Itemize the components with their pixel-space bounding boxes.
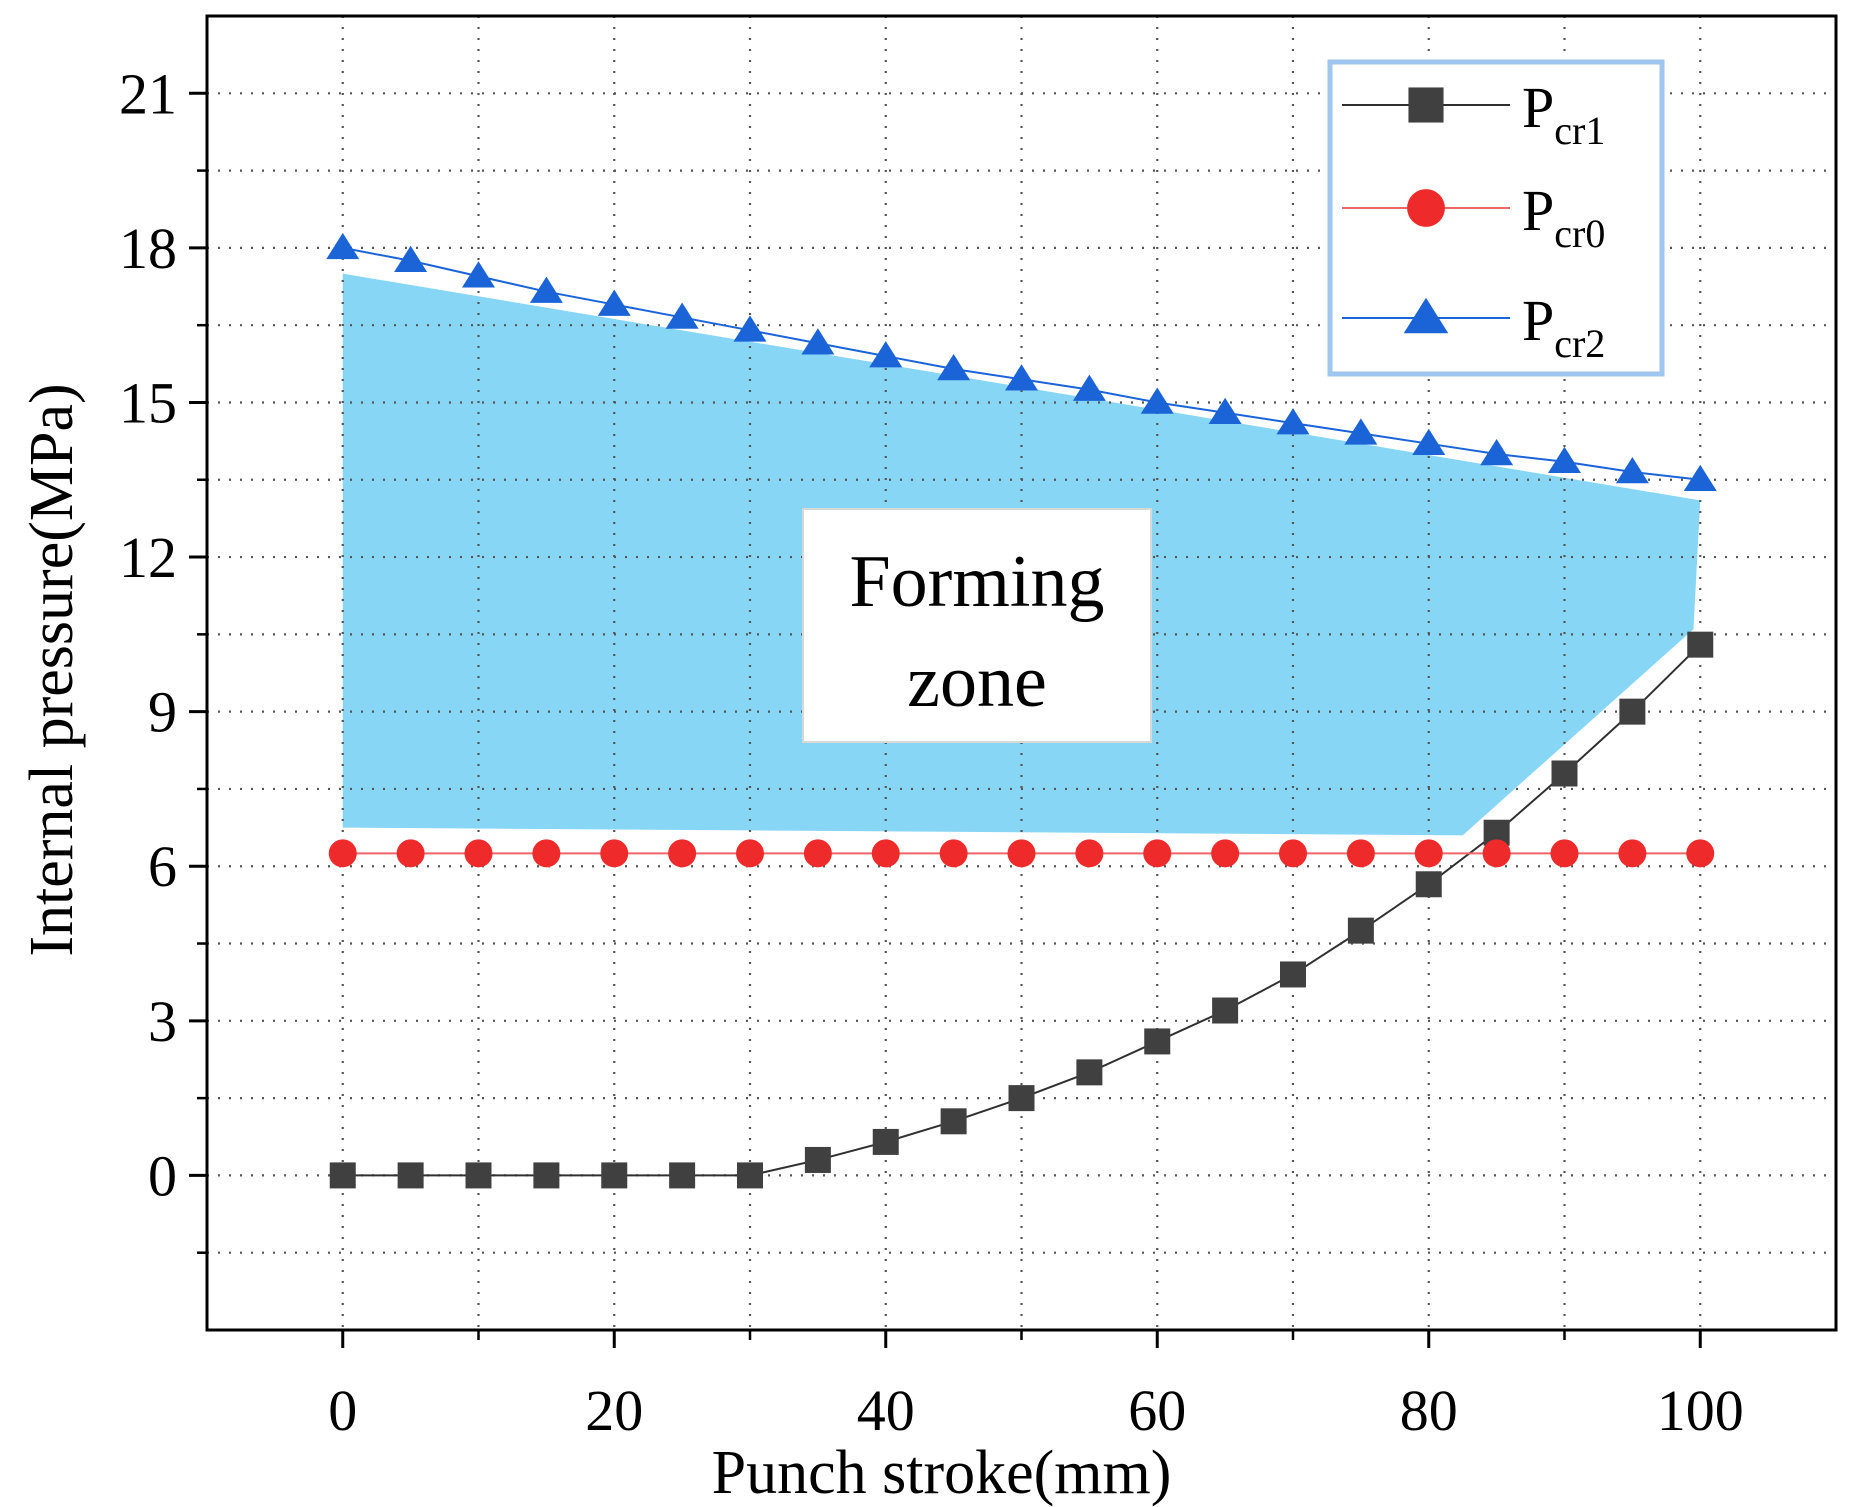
series-cr0-point xyxy=(464,839,493,868)
series-cr1-point xyxy=(804,1146,831,1173)
series-cr0-point xyxy=(939,839,968,868)
forming-zone-label-line1: Forming xyxy=(850,541,1105,623)
series-cr2-point xyxy=(1548,446,1581,473)
x-tick-label: 60 xyxy=(1128,1378,1186,1443)
legend-entry-cr2-marker xyxy=(1403,297,1449,334)
series-cr0-point xyxy=(1211,839,1240,868)
series-cr1-point xyxy=(329,1162,356,1189)
legend-entry-cr1-label-subscript: cr1 xyxy=(1554,108,1605,153)
x-axis-title: Punch stroke(mm) xyxy=(712,1439,1172,1507)
y-tick-label: 12 xyxy=(119,525,177,590)
series-cr1-point xyxy=(1551,760,1578,787)
series-cr1 xyxy=(329,631,1714,1189)
series-cr2-point xyxy=(597,289,631,316)
series-cr1-point xyxy=(397,1162,424,1189)
series-cr0-point xyxy=(600,839,629,868)
series-cr2 xyxy=(326,232,1717,492)
y-tick-label: 9 xyxy=(148,680,177,745)
forming-zone-label-line2: zone xyxy=(907,641,1047,723)
series-cr1-point xyxy=(1008,1085,1035,1112)
series-layer xyxy=(326,232,1717,1189)
series-cr2-point xyxy=(1412,428,1446,455)
series-cr2-point xyxy=(1615,457,1649,484)
series-cr0-point xyxy=(1686,839,1715,868)
series-cr2-point xyxy=(1480,439,1514,466)
x-tick-label: 100 xyxy=(1657,1378,1744,1443)
series-cr0-point xyxy=(1143,839,1172,868)
series-cr2-point xyxy=(1344,418,1378,445)
y-axis-title: Internal pressure(MPa) xyxy=(18,383,86,956)
y-tick-label: 6 xyxy=(148,834,177,899)
series-cr2-point xyxy=(733,315,767,342)
series-cr0-point xyxy=(1482,839,1511,868)
series-cr0 xyxy=(328,839,1715,868)
series-cr2-point xyxy=(801,328,835,355)
forming-zone-label-box xyxy=(802,508,1152,743)
series-cr1-point xyxy=(1280,961,1306,988)
series-cr0-point xyxy=(328,839,357,868)
series-cr1-point xyxy=(669,1162,696,1189)
series-cr0-point xyxy=(1550,839,1579,868)
x-tick-label: 20 xyxy=(585,1378,643,1443)
series-cr1-point xyxy=(1076,1059,1103,1086)
series-cr0-point xyxy=(1618,839,1647,868)
series-cr1-point xyxy=(1415,871,1442,898)
series-cr2-point xyxy=(869,341,903,368)
legend-entry-cr0-marker xyxy=(1407,189,1445,227)
series-cr2-point xyxy=(529,276,563,303)
y-tick-label: 15 xyxy=(119,370,177,435)
series-cr1-point xyxy=(737,1162,763,1189)
series-cr2-point xyxy=(665,302,699,329)
series-cr0-point xyxy=(532,839,561,868)
series-cr0-point xyxy=(736,839,764,868)
series-cr1-point xyxy=(872,1128,899,1155)
series-cr1-point xyxy=(1144,1028,1171,1055)
series-cr2-point xyxy=(1072,374,1106,401)
series-cr0-point xyxy=(1075,839,1104,868)
series-cr1-point xyxy=(1347,917,1374,944)
series-cr2-point xyxy=(462,261,495,288)
series-cr0-point xyxy=(1346,839,1375,868)
series-cr2-point xyxy=(1208,397,1242,425)
legend-entry-cr2-label-subscript: cr2 xyxy=(1554,321,1605,366)
y-tick-label: 0 xyxy=(148,1143,177,1208)
series-cr2-point xyxy=(1276,408,1310,435)
y-tick-label: 21 xyxy=(119,61,177,126)
series-cr0-point xyxy=(1279,839,1307,868)
series-cr2-point xyxy=(394,245,428,273)
series-cr1-point xyxy=(1687,631,1714,658)
x-tick-label: 40 xyxy=(857,1378,915,1443)
tick-layer: 0 20 40 60 80 100 0 3 6 9 12 15 18 21 xyxy=(119,61,1744,1443)
series-cr0-point xyxy=(668,839,697,868)
series-cr1-point xyxy=(1619,698,1646,725)
legend-entry-cr0-label-subscript: cr0 xyxy=(1554,211,1605,256)
y-tick-label: 18 xyxy=(119,216,177,281)
series-cr1-point xyxy=(1212,997,1239,1024)
series-cr0-point xyxy=(803,839,832,868)
series-cr0-point xyxy=(396,839,425,868)
x-tick-label: 80 xyxy=(1400,1378,1458,1443)
legend-entry-cr1-marker xyxy=(1408,87,1444,123)
series-cr0-point xyxy=(871,839,900,868)
series-cr2-point xyxy=(1683,464,1717,492)
series-cr1-point xyxy=(601,1162,628,1189)
series-cr1-point xyxy=(940,1108,967,1135)
series-cr1-point xyxy=(465,1162,492,1189)
x-tick-label: 0 xyxy=(328,1378,357,1443)
series-cr2-point xyxy=(1140,387,1174,414)
forming-zone-label: Forming zone xyxy=(802,508,1152,743)
series-cr2-point xyxy=(326,232,360,260)
series-cr0-point xyxy=(1414,839,1443,868)
series-cr2-point xyxy=(1005,364,1038,391)
series-cr0-point xyxy=(1007,839,1036,868)
series-cr2-point xyxy=(937,353,971,381)
y-tick-label: 3 xyxy=(148,989,177,1054)
legend-box xyxy=(1327,59,1665,377)
series-cr1-point xyxy=(533,1162,560,1189)
